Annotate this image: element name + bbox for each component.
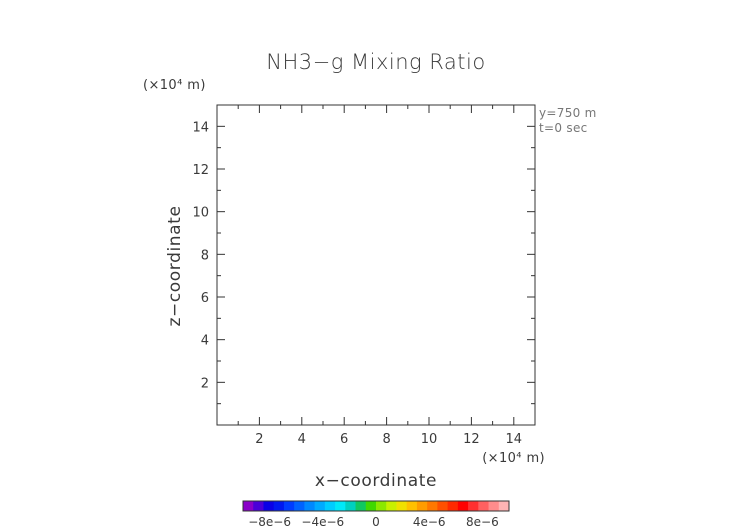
y-tick-label: 10 bbox=[192, 206, 209, 221]
colorbar-segment bbox=[457, 501, 469, 511]
colorbar-segment bbox=[427, 501, 438, 511]
colorbar-segment bbox=[273, 501, 285, 511]
y-tick-label: 12 bbox=[192, 163, 209, 178]
annotation-y-position: y=750 m bbox=[539, 106, 597, 120]
colorbar-tick-label: 8e−6 bbox=[466, 515, 499, 529]
y-tick-label: 8 bbox=[201, 248, 209, 263]
x-axis-tick-labels: 2 4 6 8 10 12 14 bbox=[255, 432, 522, 447]
colorbar-segment bbox=[345, 501, 357, 511]
colorbar-tick-label: 4e−6 bbox=[413, 515, 446, 529]
colorbar-segment bbox=[478, 501, 490, 511]
colorbar-segment bbox=[324, 501, 336, 511]
colorbar-tick-label: 0 bbox=[372, 515, 380, 529]
colorbar-segment bbox=[396, 501, 408, 511]
y-tick-label: 14 bbox=[192, 120, 209, 135]
colorbar-frame bbox=[242, 500, 510, 512]
colorbar-segment bbox=[335, 501, 346, 511]
y-axis-title: z−coordinate bbox=[165, 205, 185, 326]
y-tick-label: 4 bbox=[201, 334, 209, 349]
colorbar-tick-label: −4e−6 bbox=[301, 515, 344, 529]
axis-ticks bbox=[217, 105, 535, 425]
y-tick-label: 6 bbox=[201, 291, 209, 306]
colorbar-segment bbox=[468, 501, 479, 511]
colorbar-segment bbox=[314, 501, 326, 511]
chart-title: NH3−g Mixing Ratio bbox=[266, 50, 485, 74]
colorbar-segment bbox=[498, 501, 510, 511]
colorbar-segment bbox=[416, 501, 428, 511]
x-tick-label: 4 bbox=[298, 432, 306, 447]
colorbar-segment bbox=[376, 501, 387, 511]
x-tick-label: 8 bbox=[382, 432, 390, 447]
x-axis-title: x−coordinate bbox=[315, 471, 437, 491]
colorbar-tick-labels: −8e−6 −4e−6 0 4e−6 8e−6 bbox=[248, 515, 499, 529]
x-tick-label: 2 bbox=[255, 432, 263, 447]
colorbar-segment bbox=[488, 501, 500, 511]
colorbar-segment bbox=[437, 501, 449, 511]
colorbar-segment bbox=[263, 501, 275, 511]
colorbar-segment bbox=[447, 501, 459, 511]
plot-area-frame bbox=[216, 104, 536, 426]
x-axis-unit-label: (×10⁴ m) bbox=[482, 451, 545, 466]
colorbar-segment bbox=[243, 501, 254, 511]
colorbar-segment bbox=[294, 501, 305, 511]
colorbar-segment bbox=[355, 501, 367, 511]
x-tick-label: 12 bbox=[463, 432, 480, 447]
colorbar-tick-label: −8e−6 bbox=[248, 515, 291, 529]
colorbar-segment bbox=[304, 501, 316, 511]
y-axis-tick-labels: 2 4 6 8 10 12 14 bbox=[192, 120, 209, 391]
x-tick-label: 14 bbox=[506, 432, 523, 447]
y-tick-label: 2 bbox=[201, 376, 209, 391]
x-tick-label: 10 bbox=[421, 432, 438, 447]
colorbar-segment bbox=[406, 501, 418, 511]
y-axis-unit-label: (×10⁴ m) bbox=[143, 78, 206, 93]
annotation-time: t=0 sec bbox=[539, 121, 588, 135]
x-tick-label: 6 bbox=[340, 432, 348, 447]
colorbar-segment bbox=[283, 501, 295, 511]
colorbar bbox=[242, 500, 510, 512]
colorbar-segment bbox=[253, 501, 264, 511]
colorbar-segment bbox=[365, 501, 377, 511]
colorbar-segment bbox=[386, 501, 397, 511]
